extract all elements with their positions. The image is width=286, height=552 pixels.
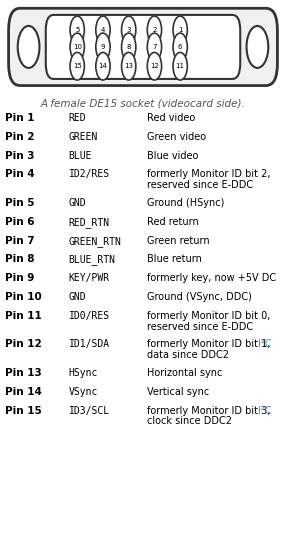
Text: formerly Monitor ID bit 3,: formerly Monitor ID bit 3,	[147, 406, 274, 416]
Text: Green return: Green return	[147, 236, 210, 246]
Text: 2: 2	[152, 27, 157, 33]
Text: Pin 1: Pin 1	[5, 113, 35, 123]
Text: Pin 2: Pin 2	[5, 132, 35, 142]
Text: Blue return: Blue return	[147, 254, 202, 264]
Circle shape	[147, 33, 162, 61]
Text: 7: 7	[152, 44, 157, 50]
Text: formerly Monitor ID bit 0,: formerly Monitor ID bit 0,	[147, 311, 271, 321]
Circle shape	[18, 26, 39, 68]
Text: 5: 5	[75, 27, 80, 33]
Text: Pin 6: Pin 6	[5, 217, 35, 227]
Text: ID3/SCL: ID3/SCL	[69, 406, 110, 416]
Text: KEY/PWR: KEY/PWR	[69, 273, 110, 283]
Text: HSync: HSync	[69, 368, 98, 378]
Text: Red video: Red video	[147, 113, 196, 123]
Text: 13: 13	[124, 63, 133, 69]
Text: Pin 14: Pin 14	[5, 387, 42, 397]
Circle shape	[96, 52, 110, 80]
Circle shape	[70, 33, 84, 61]
Text: Ground (HSync): Ground (HSync)	[147, 198, 225, 208]
Text: Pin 8: Pin 8	[5, 254, 35, 264]
Text: Blue video: Blue video	[147, 151, 199, 161]
Text: RED_RTN: RED_RTN	[69, 217, 110, 228]
Circle shape	[70, 52, 84, 80]
Text: GREEN: GREEN	[69, 132, 98, 142]
Text: I²C: I²C	[258, 339, 271, 349]
Text: Red return: Red return	[147, 217, 199, 227]
Text: Ground (VSync, DDC): Ground (VSync, DDC)	[147, 292, 252, 302]
Text: Pin 4: Pin 4	[5, 169, 35, 179]
FancyBboxPatch shape	[46, 15, 240, 79]
Text: Pin 13: Pin 13	[5, 368, 42, 378]
Text: ID0/RES: ID0/RES	[69, 311, 110, 321]
Circle shape	[70, 16, 84, 44]
Text: formerly Monitor ID bit 1,: formerly Monitor ID bit 1,	[147, 339, 274, 349]
FancyBboxPatch shape	[9, 8, 277, 86]
Text: Pin 9: Pin 9	[5, 273, 35, 283]
Text: 4: 4	[101, 27, 105, 33]
Circle shape	[122, 33, 136, 61]
Text: GREEN_RTN: GREEN_RTN	[69, 236, 122, 247]
Text: 15: 15	[73, 63, 82, 69]
Circle shape	[173, 52, 187, 80]
Text: reserved since E-DDC: reserved since E-DDC	[147, 180, 253, 190]
Text: VSync: VSync	[69, 387, 98, 397]
Text: Pin 11: Pin 11	[5, 311, 42, 321]
Circle shape	[147, 16, 162, 44]
Text: Pin 5: Pin 5	[5, 198, 35, 208]
Text: 6: 6	[178, 44, 182, 50]
Text: ID2/RES: ID2/RES	[69, 169, 110, 179]
Text: Pin 10: Pin 10	[5, 292, 42, 302]
Circle shape	[122, 16, 136, 44]
Text: Pin 3: Pin 3	[5, 151, 35, 161]
Text: Pin 15: Pin 15	[5, 406, 42, 416]
Circle shape	[96, 16, 110, 44]
Circle shape	[247, 26, 268, 68]
Text: GND: GND	[69, 198, 86, 208]
Text: 3: 3	[126, 27, 131, 33]
Text: 10: 10	[73, 44, 82, 50]
Text: Pin 7: Pin 7	[5, 236, 35, 246]
Text: 9: 9	[101, 44, 105, 50]
Text: 11: 11	[176, 63, 185, 69]
Text: clock since DDC2: clock since DDC2	[147, 417, 232, 427]
Text: A female DE15 socket (videocard side).: A female DE15 socket (videocard side).	[41, 98, 245, 108]
Circle shape	[122, 52, 136, 80]
Circle shape	[173, 16, 187, 44]
Text: ID1/SDA: ID1/SDA	[69, 339, 110, 349]
Text: 1: 1	[178, 27, 182, 33]
Circle shape	[96, 33, 110, 61]
Text: data since DDC2: data since DDC2	[147, 351, 229, 360]
Text: 12: 12	[150, 63, 159, 69]
Text: Pin 12: Pin 12	[5, 339, 42, 349]
Text: GND: GND	[69, 292, 86, 302]
Text: Horizontal sync: Horizontal sync	[147, 368, 223, 378]
Text: BLUE: BLUE	[69, 151, 92, 161]
Text: reserved since E-DDC: reserved since E-DDC	[147, 322, 253, 332]
Text: I²C: I²C	[258, 406, 271, 416]
Text: formerly key, now +5V DC: formerly key, now +5V DC	[147, 273, 276, 283]
Text: BLUE_RTN: BLUE_RTN	[69, 254, 116, 266]
Text: RED: RED	[69, 113, 86, 123]
Text: Vertical sync: Vertical sync	[147, 387, 210, 397]
Text: 14: 14	[98, 63, 108, 69]
Text: formerly Monitor ID bit 2,: formerly Monitor ID bit 2,	[147, 169, 271, 179]
Circle shape	[147, 52, 162, 80]
Circle shape	[173, 33, 187, 61]
Text: 8: 8	[126, 44, 131, 50]
Text: Green video: Green video	[147, 132, 206, 142]
